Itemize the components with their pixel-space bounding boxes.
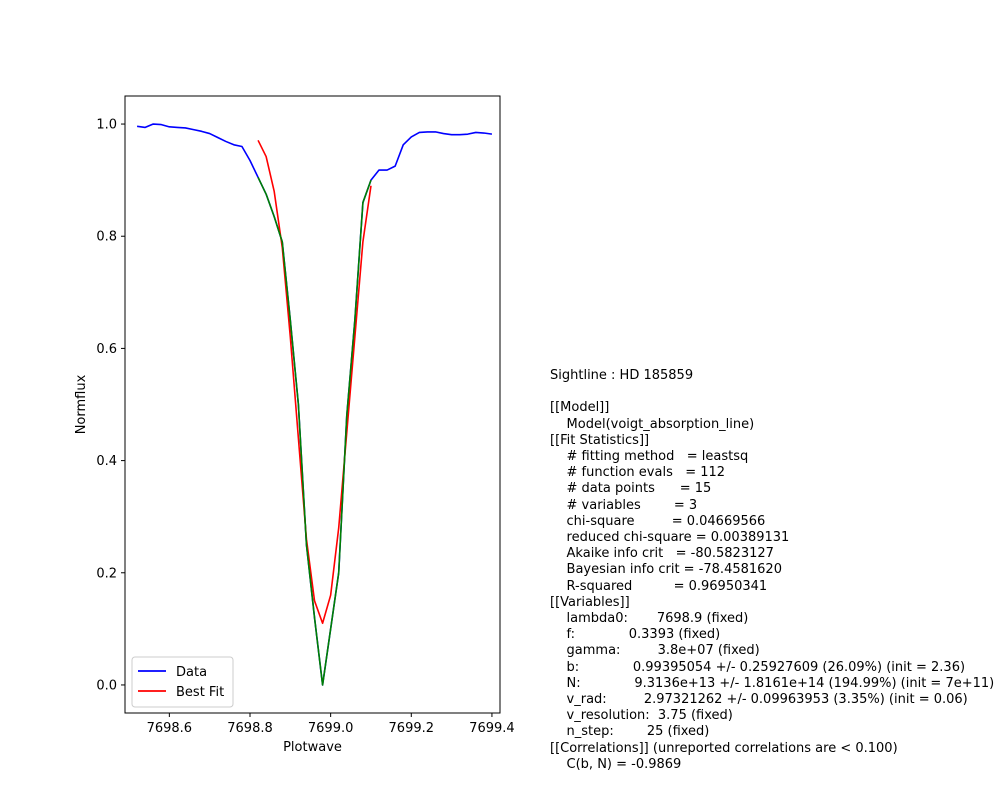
y-axis: 0.0 0.2 0.4 0.6 0.8 1.0 xyxy=(96,118,125,693)
y-axis-label: Normflux xyxy=(74,374,89,434)
series-best-fit-line xyxy=(257,139,372,625)
axes-frame xyxy=(124,95,501,714)
report-line: chi-square = 0.04669566 xyxy=(550,513,766,529)
y-tick-label: 1.0 xyxy=(96,118,117,133)
report-line: # fitting method = leastsq xyxy=(550,449,749,465)
x-tick-label: 7699.0 xyxy=(308,721,354,736)
report-line: gamma: 3.8e+07 (fixed) xyxy=(550,643,760,659)
report-line: # variables = 3 xyxy=(550,497,698,513)
report-line: [[Model]] xyxy=(550,400,610,416)
x-tick-label: 7698.6 xyxy=(147,721,193,736)
report-line: C(b, N) = -0.9869 xyxy=(550,756,682,772)
legend-entry: Best Fit xyxy=(176,685,224,700)
report-line: reduced chi-square = 0.00389131 xyxy=(550,530,790,546)
report-line: lambda0: 7698.9 (fixed) xyxy=(550,611,749,627)
report-line: # data points = 15 xyxy=(550,481,712,497)
report-line: n_step: 25 (fixed) xyxy=(550,724,710,740)
y-tick-label: 0.8 xyxy=(96,230,117,245)
y-tick-label: 0.0 xyxy=(96,678,117,693)
y-tick-label: 0.2 xyxy=(96,566,117,581)
report-line: v_resolution: 3.75 (fixed) xyxy=(550,708,733,724)
report-line: N: 9.3136e+13 +/- 1.8161e+14 (194.99%) (… xyxy=(550,675,995,691)
report-line xyxy=(550,384,998,400)
y-tick-label: 0.6 xyxy=(96,342,117,357)
x-tick-label: 7699.4 xyxy=(469,721,515,736)
report-line: [[Fit Statistics]] xyxy=(550,432,650,448)
report-line: # function evals = 112 xyxy=(550,465,726,481)
x-axis: 7698.6 7698.8 7699.0 7699.2 7699.4 xyxy=(147,713,515,736)
y-tick-label: 0.4 xyxy=(96,454,117,469)
report-line: Bayesian info crit = -78.4581620 xyxy=(550,562,782,578)
plot-area xyxy=(136,123,493,686)
report-line: [[Correlations]] (unreported correlation… xyxy=(550,740,898,756)
report-line: v_rad: 2.97321262 +/- 0.09963953 (3.35%)… xyxy=(550,692,968,708)
report-line: f: 0.3393 (fixed) xyxy=(550,627,721,643)
series-2-line xyxy=(257,176,372,686)
x-tick-label: 7699.2 xyxy=(389,721,435,736)
legend-entry: Data xyxy=(176,665,207,680)
report-line: [[Variables]] xyxy=(550,594,630,610)
fit-report: Sightline : HD 185859 [[Model]] Model(vo… xyxy=(550,368,998,773)
legend-box xyxy=(131,656,234,708)
report-line: b: 0.99395054 +/- 0.25927609 (26.09%) (i… xyxy=(550,659,966,675)
legend: Data Best Fit xyxy=(131,656,234,708)
x-tick-label: 7698.8 xyxy=(227,721,273,736)
report-line: Sightline : HD 185859 xyxy=(550,368,694,383)
report-line: Akaike info crit = -80.5823127 xyxy=(550,546,774,562)
report-line: R-squared = 0.96950341 xyxy=(550,578,768,594)
x-axis-label: Plotwave xyxy=(283,740,342,755)
report-line: Model(voigt_absorption_line) xyxy=(550,416,755,432)
